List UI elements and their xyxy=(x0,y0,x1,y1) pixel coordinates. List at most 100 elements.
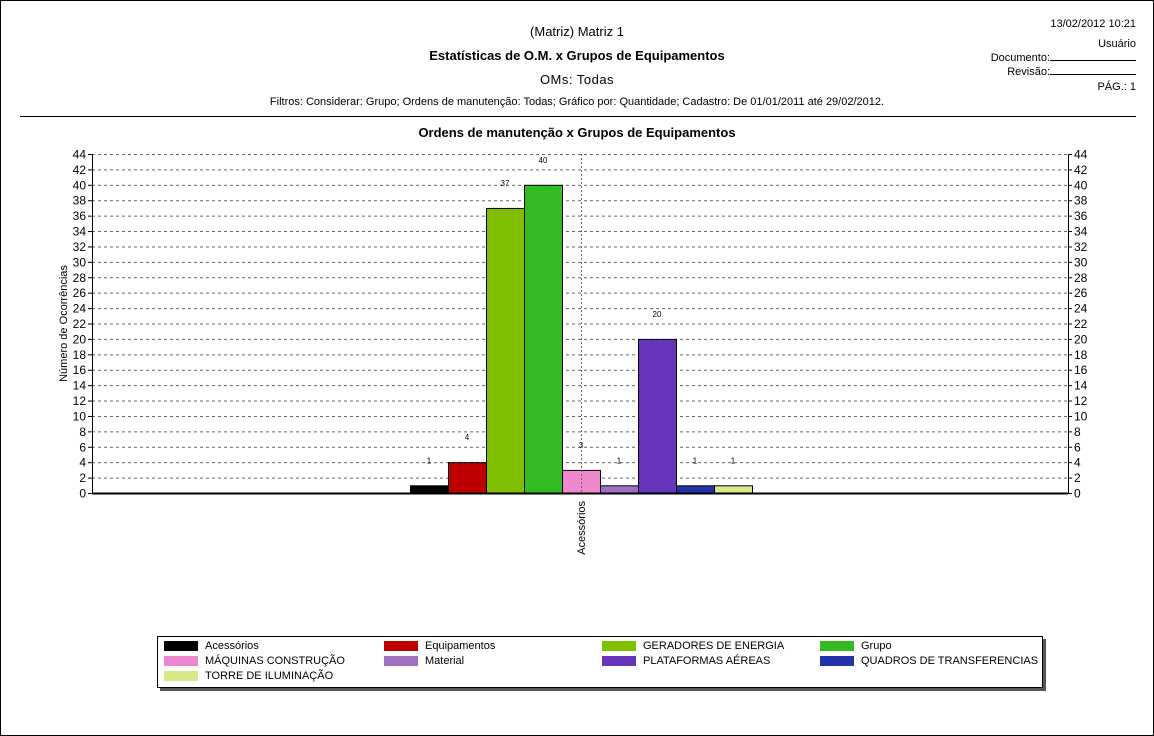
y-tick-label-right: 12 xyxy=(1074,394,1088,408)
y-tick-label-right: 36 xyxy=(1074,209,1088,223)
bar xyxy=(676,485,715,494)
y-tick-label-right: 38 xyxy=(1074,194,1088,208)
y-tick-label-right: 10 xyxy=(1074,409,1088,423)
y-tick-label-left: 0 xyxy=(79,487,86,501)
document-label: Documento: xyxy=(990,52,1050,64)
bar xyxy=(638,338,677,494)
legend-label: Grupo xyxy=(861,640,892,652)
y-tick-label-right: 22 xyxy=(1074,317,1088,331)
bar xyxy=(448,462,487,495)
bar-data-label: 1 xyxy=(731,456,736,465)
y-tick-label-right: 32 xyxy=(1074,240,1088,254)
bar-data-label: 20 xyxy=(653,310,662,319)
filters-text: Filtros: Considerar: Grupo; Ordens de ma… xyxy=(269,96,885,108)
bar-data-label: 1 xyxy=(693,456,698,465)
y-tick-label-left: 12 xyxy=(73,394,87,408)
y-tick-label-left: 42 xyxy=(73,163,87,177)
y-tick-label-right: 0 xyxy=(1074,487,1081,501)
bar-data-label: 1 xyxy=(617,456,622,465)
document-signature-line xyxy=(1050,51,1136,61)
legend-label: TORRE DE ILUMINAÇÃO xyxy=(205,670,334,682)
legend-swatch xyxy=(820,656,854,666)
y-tick-label-right: 20 xyxy=(1074,332,1088,346)
y-tick-label-left: 36 xyxy=(73,209,87,223)
bar xyxy=(714,485,753,494)
legend-label: Acessórios xyxy=(205,640,259,652)
user-label: Usuário xyxy=(1098,38,1136,50)
y-tick-label-left: 38 xyxy=(73,194,87,208)
y-tick-label-left: 34 xyxy=(73,225,87,239)
revision-signature-line xyxy=(1050,65,1136,75)
y-tick-label-left: 32 xyxy=(73,240,87,254)
legend-swatch xyxy=(164,671,198,681)
y-tick-label-right: 34 xyxy=(1074,225,1088,239)
header-divider xyxy=(20,116,1136,117)
y-tick-label-right: 14 xyxy=(1074,379,1088,393)
revision-signature-row: Revisão: xyxy=(1007,65,1136,78)
y-tick-label-left: 4 xyxy=(79,456,86,470)
y-tick-label-right: 30 xyxy=(1074,255,1088,269)
y-tick-label-left: 10 xyxy=(73,409,87,423)
y-tick-label-right: 16 xyxy=(1074,363,1088,377)
oms-filter-text: OMs: Todas xyxy=(539,72,615,87)
legend-swatch xyxy=(384,641,418,651)
y-tick-label-left: 2 xyxy=(79,471,86,485)
report-title: Estatísticas de O.M. x Grupos de Equipam… xyxy=(429,48,725,63)
chart-title: Ordens de manutenção x Grupos de Equipam… xyxy=(418,125,736,140)
chart-legend: Acessórios Equipamentos GERADORES DE ENERG… xyxy=(157,636,1043,688)
y-tick-label-left: 26 xyxy=(73,286,87,300)
legend-swatch xyxy=(602,641,636,651)
y-tick-label-right: 8 xyxy=(1074,425,1081,439)
legend-swatch xyxy=(164,656,198,666)
y-axis-title: Número de Ocorrências xyxy=(58,265,70,382)
legend-label: GERADORES DE ENERGIA xyxy=(643,640,785,652)
legend-swatch xyxy=(820,641,854,651)
y-tick-label-left: 30 xyxy=(73,255,87,269)
bar-data-label: 3 xyxy=(579,441,584,450)
y-tick-label-left: 14 xyxy=(73,379,87,393)
y-tick-label-right: 44 xyxy=(1074,148,1088,162)
page-number: PÁG.: 1 xyxy=(1097,81,1136,93)
y-tick-label-left: 28 xyxy=(73,271,87,285)
bar xyxy=(600,485,639,494)
y-tick-label-right: 4 xyxy=(1074,456,1081,470)
legend-swatch xyxy=(602,656,636,666)
legend-swatch xyxy=(164,641,198,651)
y-tick-label-right: 42 xyxy=(1074,163,1088,177)
y-tick-label-left: 16 xyxy=(73,363,87,377)
bar-data-label: 4 xyxy=(465,433,470,442)
bar xyxy=(524,184,563,495)
bar-data-label: 1 xyxy=(427,456,432,465)
y-tick-label-left: 6 xyxy=(79,440,86,454)
legend-label: QUADROS DE TRANSFERENCIAS xyxy=(861,655,1039,667)
y-tick-label-right: 24 xyxy=(1074,302,1088,316)
y-tick-label-left: 20 xyxy=(73,332,87,346)
legend-label: Material xyxy=(425,655,465,667)
y-tick-label-left: 44 xyxy=(73,148,87,162)
bar-data-label: 40 xyxy=(539,156,548,165)
y-tick-label-left: 18 xyxy=(73,348,87,362)
y-tick-label-left: 22 xyxy=(73,317,87,331)
y-tick-label-right: 40 xyxy=(1074,178,1088,192)
legend-label: MÁQUINAS CONSTRUÇÃO xyxy=(205,655,345,667)
y-tick-label-left: 40 xyxy=(73,178,87,192)
bar xyxy=(410,485,449,494)
legend-label: Equipamentos xyxy=(425,640,496,652)
y-tick-label-left: 8 xyxy=(79,425,86,439)
y-tick-label-right: 18 xyxy=(1074,348,1088,362)
bar-data-label: 37 xyxy=(501,179,510,188)
y-tick-label-right: 6 xyxy=(1074,440,1081,454)
revision-label: Revisão: xyxy=(1007,66,1050,78)
y-tick-label-left: 24 xyxy=(73,302,87,316)
legend-swatch xyxy=(384,656,418,666)
bar xyxy=(486,207,525,494)
y-tick-label-right: 28 xyxy=(1074,271,1088,285)
document-signature-row: Documento: xyxy=(991,51,1136,64)
y-tick-label-right: 2 xyxy=(1074,471,1081,485)
x-category-label: Acessórios xyxy=(576,501,588,555)
legend-label: PLATAFORMAS AÉREAS xyxy=(643,655,771,667)
report-datetime: 13/02/2012 10:21 xyxy=(1050,18,1136,30)
report-subtitle: (Matriz) Matriz 1 xyxy=(530,24,624,39)
y-tick-label-right: 26 xyxy=(1074,286,1088,300)
